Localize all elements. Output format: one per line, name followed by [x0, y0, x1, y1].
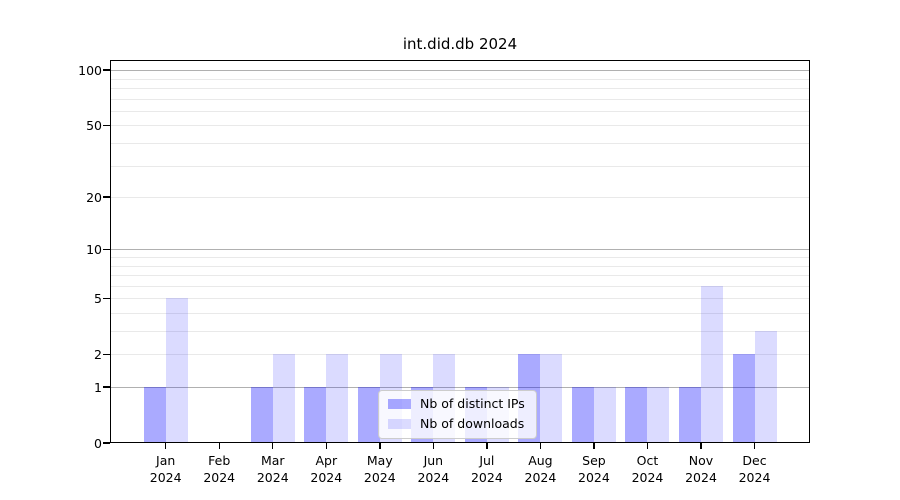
y-tick-label: 50: [86, 117, 102, 133]
bar-downloads-oct: [647, 387, 670, 443]
x-tick: [165, 443, 167, 449]
plot-area: [110, 60, 810, 443]
minor-gridline: [110, 275, 810, 277]
x-tick: [379, 443, 381, 449]
legend-entry-distinct-ips: Nb of distinct IPs: [388, 397, 525, 411]
bar-downloads-aug: [540, 354, 563, 443]
bar-downloads-sep: [593, 387, 616, 443]
minor-gridline: [110, 143, 810, 145]
y-tick-label: 0: [94, 435, 102, 451]
y-tick: [103, 248, 110, 250]
x-tick-label: Nov 2024: [685, 453, 717, 485]
x-tick-label: Jul 2024: [470, 453, 503, 485]
x-tick: [753, 443, 756, 449]
x-tick: [593, 443, 595, 449]
y-tick: [103, 353, 110, 355]
minor-gridline: [110, 110, 810, 112]
minor-gridline: [110, 312, 810, 314]
major-gridline: [110, 387, 810, 388]
x-tick-label: Jun 2024: [417, 453, 450, 485]
y-tick: [103, 297, 110, 299]
x-tick-label: Jan 2024: [149, 453, 182, 485]
x-tick-label: Feb 2024: [203, 453, 236, 485]
x-tick-label: May 2024: [363, 453, 396, 485]
minor-gridline: [110, 265, 810, 267]
bar-downloads-mar: [272, 354, 295, 443]
major-gridline: [110, 70, 810, 72]
x-tick: [325, 443, 327, 449]
minor-gridline: [110, 285, 810, 287]
legend-label-downloads: Nb of downloads: [420, 416, 525, 431]
bar-distinct-ips-mar: [250, 387, 273, 443]
bar-distinct-ips-oct: [625, 387, 648, 443]
x-tick: [646, 443, 649, 449]
y-tick-label: 20: [86, 189, 102, 205]
bar-downloads-nov: [701, 285, 723, 443]
bar-downloads-jan: [165, 298, 188, 443]
chart-title: int.did.db 2024: [402, 35, 518, 53]
x-tick: [700, 443, 702, 449]
y-tick: [103, 124, 110, 127]
y-tick-label: 2: [94, 346, 102, 362]
minor-gridline: [110, 197, 810, 199]
bar-downloads-dec: [754, 331, 777, 443]
bar-distinct-ips-may: [357, 387, 380, 443]
minor-gridline: [110, 298, 810, 300]
minor-gridline: [110, 125, 810, 127]
bar-distinct-ips-jan: [143, 387, 166, 443]
x-tick: [272, 443, 274, 449]
minor-gridline: [110, 78, 810, 80]
minor-gridline: [110, 331, 810, 333]
y-tick-label: 100: [78, 62, 102, 78]
legend-swatch-distinct-ips: [388, 399, 411, 409]
x-tick-label: Oct 2024: [631, 453, 664, 485]
x-tick-label: Aug 2024: [524, 453, 557, 485]
y-tick-label: 10: [86, 241, 102, 257]
x-tick: [539, 443, 542, 449]
bar-downloads-apr: [326, 354, 349, 443]
bar-distinct-ips-dec: [732, 354, 755, 443]
bar-distinct-ips-sep: [571, 387, 594, 443]
y-tick: [103, 442, 110, 444]
minor-gridline: [110, 165, 810, 167]
x-tick-label: Mar 2024: [256, 453, 289, 485]
minor-gridline: [110, 354, 810, 356]
major-gridline: [110, 249, 810, 251]
bar-distinct-ips-nov: [679, 387, 701, 443]
minor-gridline: [110, 257, 810, 258]
x-tick: [486, 443, 488, 449]
y-tick-label: 1: [94, 379, 102, 395]
x-tick: [432, 443, 435, 449]
legend-label-distinct-ips: Nb of distinct IPs: [420, 396, 525, 411]
legend-swatch-downloads: [388, 419, 411, 429]
bar-distinct-ips-apr: [304, 387, 327, 443]
x-tick-label: Apr 2024: [310, 453, 343, 485]
minor-gridline: [110, 88, 810, 90]
x-tick-label: Sep 2024: [578, 453, 610, 485]
legend: Nb of distinct IPs Nb of downloads: [378, 390, 537, 439]
x-tick-label: Dec 2024: [738, 453, 771, 485]
y-tick: [103, 196, 110, 198]
minor-gridline: [110, 98, 810, 100]
y-tick: [103, 386, 110, 388]
legend-entry-downloads: Nb of downloads: [388, 417, 525, 431]
y-tick: [103, 69, 110, 71]
x-tick: [218, 443, 220, 449]
y-tick-label: 5: [94, 290, 102, 306]
